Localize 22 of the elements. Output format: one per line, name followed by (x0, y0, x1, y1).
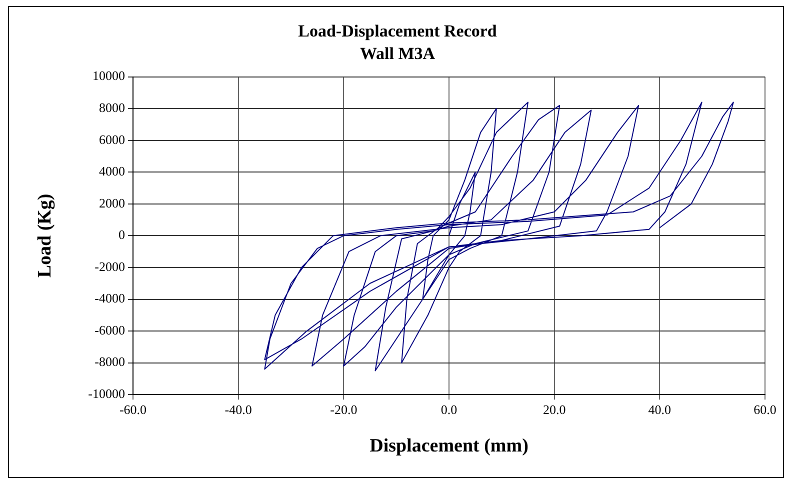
x-tick-label: 60.0 (754, 402, 776, 417)
y-tick-label: -8000 (94, 354, 125, 370)
y-tick-label: -2000 (94, 258, 125, 274)
y-tick-label: 6000 (99, 132, 125, 147)
y-tick-label: 2000 (99, 195, 125, 210)
x-tick-label: -40.0 (224, 402, 252, 417)
x-axis-title: Displacement (mm) (370, 436, 528, 457)
x-tick-label: -20.0 (330, 402, 358, 417)
x-tick-label: 0.0 (440, 402, 458, 417)
y-axis-title: Load (Kg) (34, 194, 56, 278)
y-tick-label: 4000 (99, 164, 125, 179)
chart-title: Load-Displacement Record (298, 22, 498, 41)
y-tick-label: 10000 (92, 68, 125, 84)
y-tick-label: -4000 (94, 290, 125, 306)
y-tick-label: 0 (118, 227, 125, 242)
y-tick-label: 8000 (99, 100, 125, 115)
x-tick-label: 20.0 (542, 402, 566, 417)
y-tick-label: -10000 (88, 386, 125, 402)
y-tick-label: -6000 (94, 322, 125, 338)
x-tick-label: 40.0 (648, 402, 672, 417)
x-tick-label: -60.0 (119, 402, 147, 417)
chart-subtitle: Wall M3A (360, 44, 436, 63)
